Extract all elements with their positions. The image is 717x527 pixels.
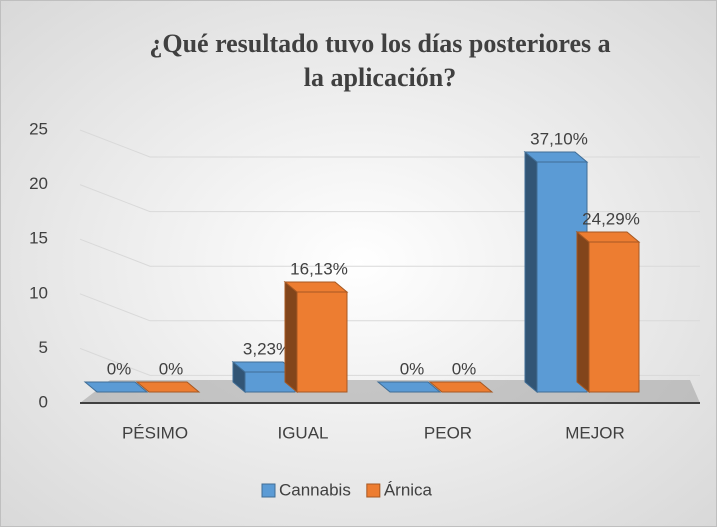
grid-line (79, 184, 700, 213)
bar (376, 381, 442, 393)
data-label: 37,10% (530, 129, 588, 148)
bar-face (536, 161, 588, 393)
bar (135, 381, 201, 393)
data-label: 3,23% (243, 339, 291, 358)
legend-swatch (366, 483, 381, 498)
y-tick-label: 0 (39, 392, 48, 411)
data-label: 0% (107, 359, 132, 378)
data-label: 0% (400, 359, 425, 378)
bar-face (524, 150, 538, 394)
chart-title: ¿Qué resultado tuvo los días posteriores… (149, 29, 610, 58)
bar (283, 280, 349, 394)
data-label: 24,29% (582, 209, 640, 228)
grid-line (79, 347, 700, 376)
grid-line (79, 238, 700, 267)
y-tick-label: 10 (29, 283, 48, 302)
legend-label: Cannabis (279, 480, 351, 499)
y-tick-label: 15 (29, 229, 48, 248)
bar-face (284, 280, 298, 394)
bar-face (576, 230, 590, 394)
x-tick-label: PÉSIMO (122, 423, 188, 442)
bar-face (296, 291, 348, 393)
bar-face (588, 241, 640, 393)
bar (231, 360, 297, 394)
bar (575, 230, 641, 394)
legend-label: Árnica (384, 480, 433, 499)
x-tick-label: IGUAL (277, 423, 328, 442)
data-label: 0% (452, 359, 477, 378)
grid-line (79, 129, 700, 158)
y-tick-label: 20 (29, 174, 48, 193)
y-tick-label: 5 (39, 338, 48, 357)
x-tick-label: MEJOR (565, 423, 625, 442)
grid-line (79, 293, 700, 322)
legend-swatch (261, 483, 276, 498)
x-tick-label: PEOR (424, 423, 472, 442)
bar (83, 381, 149, 393)
bar (428, 381, 494, 393)
y-tick-label: 25 (29, 119, 48, 138)
data-label: 16,13% (290, 259, 348, 278)
bar (523, 150, 589, 394)
chart-title: la aplicación? (304, 63, 456, 92)
data-label: 0% (159, 359, 184, 378)
